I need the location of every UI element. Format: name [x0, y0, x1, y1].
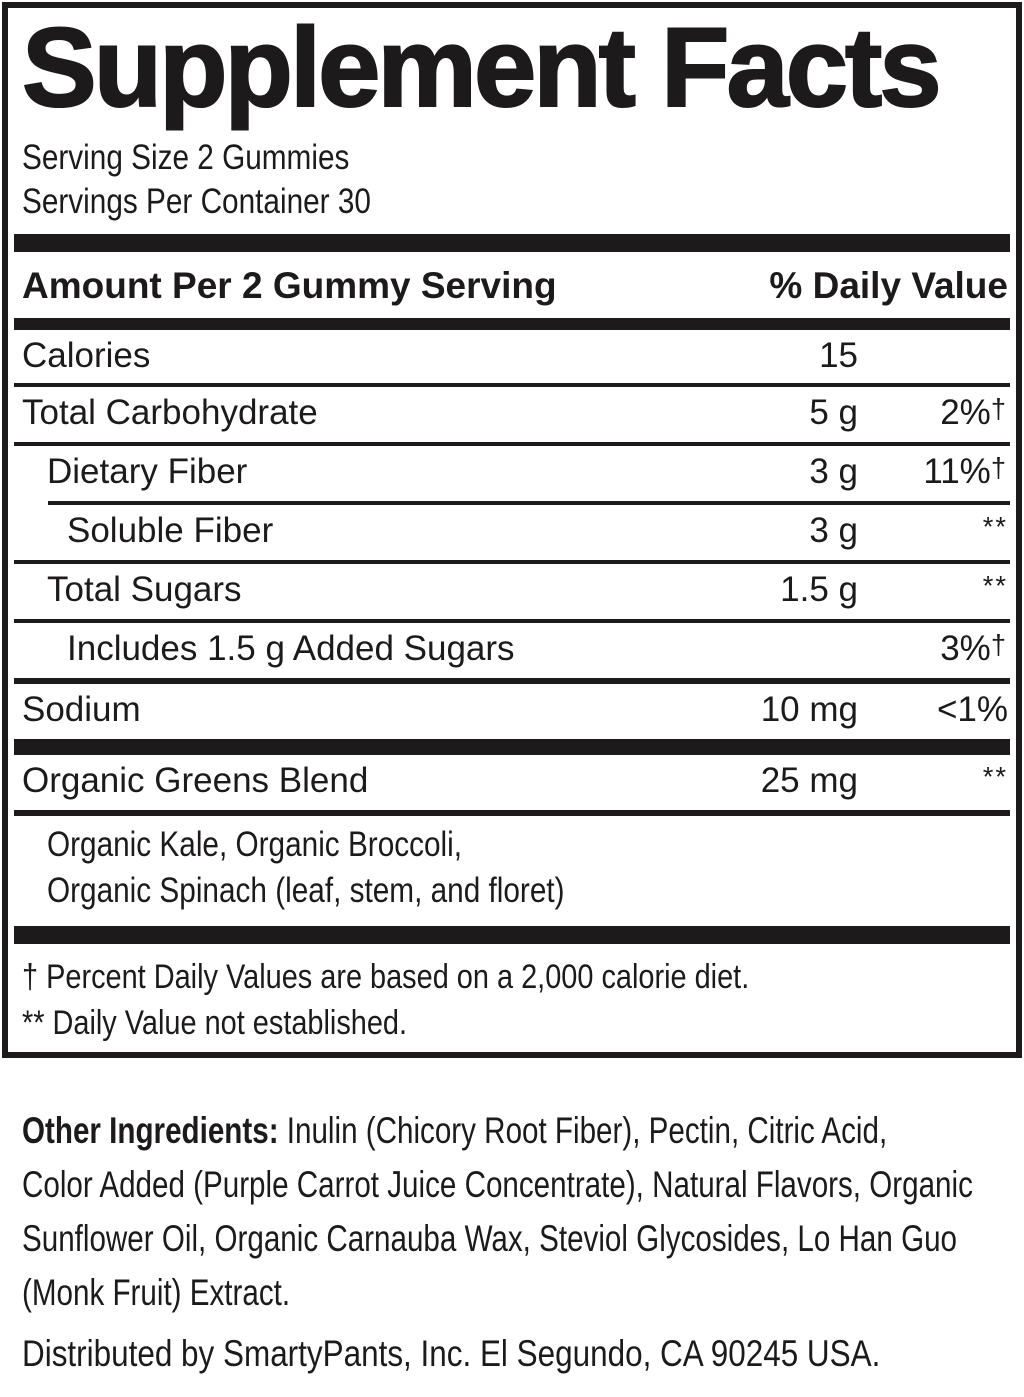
row-soluble-fiber: Soluble Fiber 3 g ** — [14, 505, 1010, 560]
nutrient-amount: 3 g — [809, 511, 858, 550]
nutrient-daily-value: ** — [858, 761, 1010, 801]
blend-ingredients-line: Organic Kale, Organic Broccoli, — [47, 825, 463, 864]
divider-medium — [14, 810, 1010, 816]
dv-mark: ** — [982, 511, 1008, 542]
nutrient-daily-value: 11%† — [858, 452, 1010, 492]
nutrient-daily-value: 2%† — [858, 393, 1010, 433]
footnote-not-established: ** Daily Value not established. — [22, 1004, 408, 1042]
other-ingredients-paragraph: Other Ingredients: Inulin (Chicory Root … — [22, 1104, 1024, 1320]
row-calories: Calories 15 — [14, 330, 1010, 383]
nutrient-amount: 10 mg — [760, 690, 858, 729]
row-sodium: Sodium 10 mg <1% — [14, 684, 1010, 739]
supplement-facts-panel: Supplement Facts Serving Size 2 Gummies … — [2, 2, 1022, 1058]
dv-value: 3% — [940, 629, 991, 668]
nutrient-name: Total Carbohydrate — [22, 393, 318, 432]
distributor-text: Distributed by SmartyPants, Inc. El Segu… — [22, 1333, 881, 1374]
footnote-daily-value: † Percent Daily Values are based on a 2,… — [22, 958, 750, 996]
other-ingredients-line: Color Added (Purple Carrot Juice Concent… — [22, 1164, 973, 1205]
other-ingredients-line: Sunflower Oil, Organic Carnauba Wax, Ste… — [22, 1218, 958, 1259]
nutrient-name: Organic Greens Blend — [22, 761, 369, 800]
blend-ingredients-line: Organic Spinach (leaf, stem, and floret) — [47, 871, 565, 910]
thick-bar-bottom — [14, 926, 1010, 944]
row-total-sugars: Total Sugars 1.5 g ** — [14, 564, 1010, 619]
row-total-carbohydrate: Total Carbohydrate 5 g 2%† — [14, 387, 1010, 442]
dv-value: 11% — [923, 452, 991, 491]
servings-per-container: Servings Per Container 30 — [22, 182, 371, 221]
nutrient-name: Soluble Fiber — [67, 511, 274, 550]
footnotes: † Percent Daily Values are based on a 2,… — [14, 944, 1010, 1046]
table-header-row: Amount Per 2 Gummy Serving % Daily Value — [14, 252, 1010, 318]
blend-ingredient-list: Organic Kale, Organic Broccoli, Organic … — [14, 816, 1010, 926]
row-added-sugars: Includes 1.5 g Added Sugars 3%† — [14, 623, 1010, 678]
dv-mark: † — [990, 452, 1008, 483]
divider — [14, 619, 1010, 623]
amount-column-header: Amount Per 2 Gummy Serving — [22, 265, 557, 306]
nutrient-amount: 3 g — [809, 452, 858, 491]
nutrient-name: Dietary Fiber — [47, 452, 248, 491]
nutrient-name: Calories — [22, 336, 151, 375]
dv-mark: ** — [982, 570, 1008, 601]
other-ingredients-line: Other Ingredients: Inulin (Chicory Root … — [22, 1104, 887, 1158]
nutrient-name: Sodium — [22, 690, 141, 729]
dv-mark: † — [990, 629, 1008, 660]
nutrient-daily-value: <1% — [858, 692, 1010, 730]
divider — [14, 442, 1010, 446]
dv-value: 2% — [940, 393, 991, 432]
daily-value-column-header: % Daily Value — [769, 265, 1008, 306]
other-ingredients-label: Other Ingredients: — [22, 1110, 279, 1151]
divider-medium — [14, 678, 1010, 684]
serving-info: Serving Size 2 Gummies Servings Per Cont… — [22, 136, 1010, 224]
row-organic-greens-blend: Organic Greens Blend 25 mg ** — [14, 755, 1010, 810]
nutrient-name: Total Sugars — [47, 570, 242, 609]
divider — [14, 383, 1010, 387]
panel-title: Supplement Facts — [21, 5, 943, 131]
dv-mark: ** — [982, 761, 1008, 792]
serving-size: Serving Size 2 Gummies — [22, 138, 350, 177]
row-dietary-fiber: Dietary Fiber 3 g 11%† — [14, 446, 1010, 501]
distributor-info: Distributed by SmartyPants, Inc. El Segu… — [22, 1334, 1024, 1374]
thick-bar-middle — [14, 739, 1010, 755]
nutrient-name: Includes 1.5 g Added Sugars — [67, 629, 515, 668]
thick-bar-top — [14, 234, 1010, 252]
nutrient-daily-value: ** — [858, 570, 1010, 610]
nutrient-daily-value: ** — [858, 511, 1010, 551]
header-divider-bar — [14, 318, 1010, 330]
nutrient-amount: 25 mg — [760, 761, 858, 800]
bottom-section: Other Ingredients: Inulin (Chicory Root … — [22, 1104, 1024, 1374]
other-ingredients-line: (Monk Fruit) Extract. — [22, 1272, 291, 1313]
nutrient-amount: 15 — [819, 336, 858, 375]
dv-value: <1% — [936, 690, 1008, 729]
nutrient-amount: 1.5 g — [780, 570, 858, 609]
nutrient-daily-value: 3%† — [858, 629, 1010, 669]
divider-indented — [48, 501, 1010, 505]
other-ingredients-text: Inulin (Chicory Root Fiber), Pectin, Cit… — [278, 1110, 888, 1151]
dv-mark: † — [990, 393, 1008, 424]
nutrient-amount: 5 g — [809, 393, 858, 432]
divider — [14, 560, 1010, 564]
